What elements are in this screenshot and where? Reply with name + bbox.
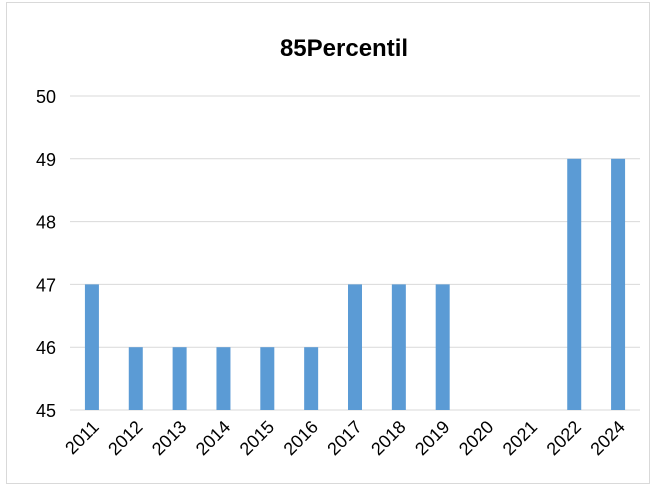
bar-2019 (435, 284, 450, 410)
bar-2015 (260, 347, 275, 410)
bar-2014 (216, 347, 231, 410)
bar-2013 (172, 347, 187, 410)
x-tick-label: 2011 (61, 417, 103, 459)
x-tick-label: 2018 (367, 417, 409, 459)
bar-2016 (304, 347, 319, 410)
x-tick-label: 2024 (586, 417, 628, 459)
y-tick-label: 47 (36, 275, 56, 295)
y-axis-tick-labels: 45 46 47 48 49 50 (36, 87, 56, 421)
x-tick-label: 2019 (411, 417, 453, 459)
chart-title: 85Percentil (280, 35, 408, 62)
x-tick-label: 2020 (455, 417, 497, 459)
gridlines (70, 95, 640, 411)
y-tick-label: 45 (36, 401, 56, 421)
x-tick-label: 2021 (499, 417, 541, 459)
x-tick-label: 2017 (323, 417, 365, 459)
bar-2011 (84, 284, 99, 410)
y-tick-label: 46 (36, 338, 56, 358)
bar-2017 (348, 284, 362, 410)
x-tick-label: 2022 (543, 417, 585, 459)
bar-2022 (567, 158, 582, 410)
x-tick-label: 2014 (192, 417, 234, 459)
bars (84, 158, 626, 410)
x-tick-label: 2016 (280, 417, 322, 459)
x-tick-label: 2012 (104, 417, 146, 459)
y-tick-label: 50 (36, 87, 56, 107)
x-axis-tick-labels: 2011 2012 2013 2014 2015 2016 2017 2018 2019 2020… (61, 417, 629, 459)
bar-2018 (391, 284, 406, 410)
y-tick-label: 49 (36, 150, 56, 170)
x-tick-label: 2013 (148, 417, 190, 459)
x-tick-label: 2015 (236, 417, 278, 459)
bar-2012 (128, 347, 143, 410)
y-tick-label: 48 (36, 213, 56, 233)
chart-frame (6, 2, 650, 484)
bar-2024 (611, 158, 626, 410)
